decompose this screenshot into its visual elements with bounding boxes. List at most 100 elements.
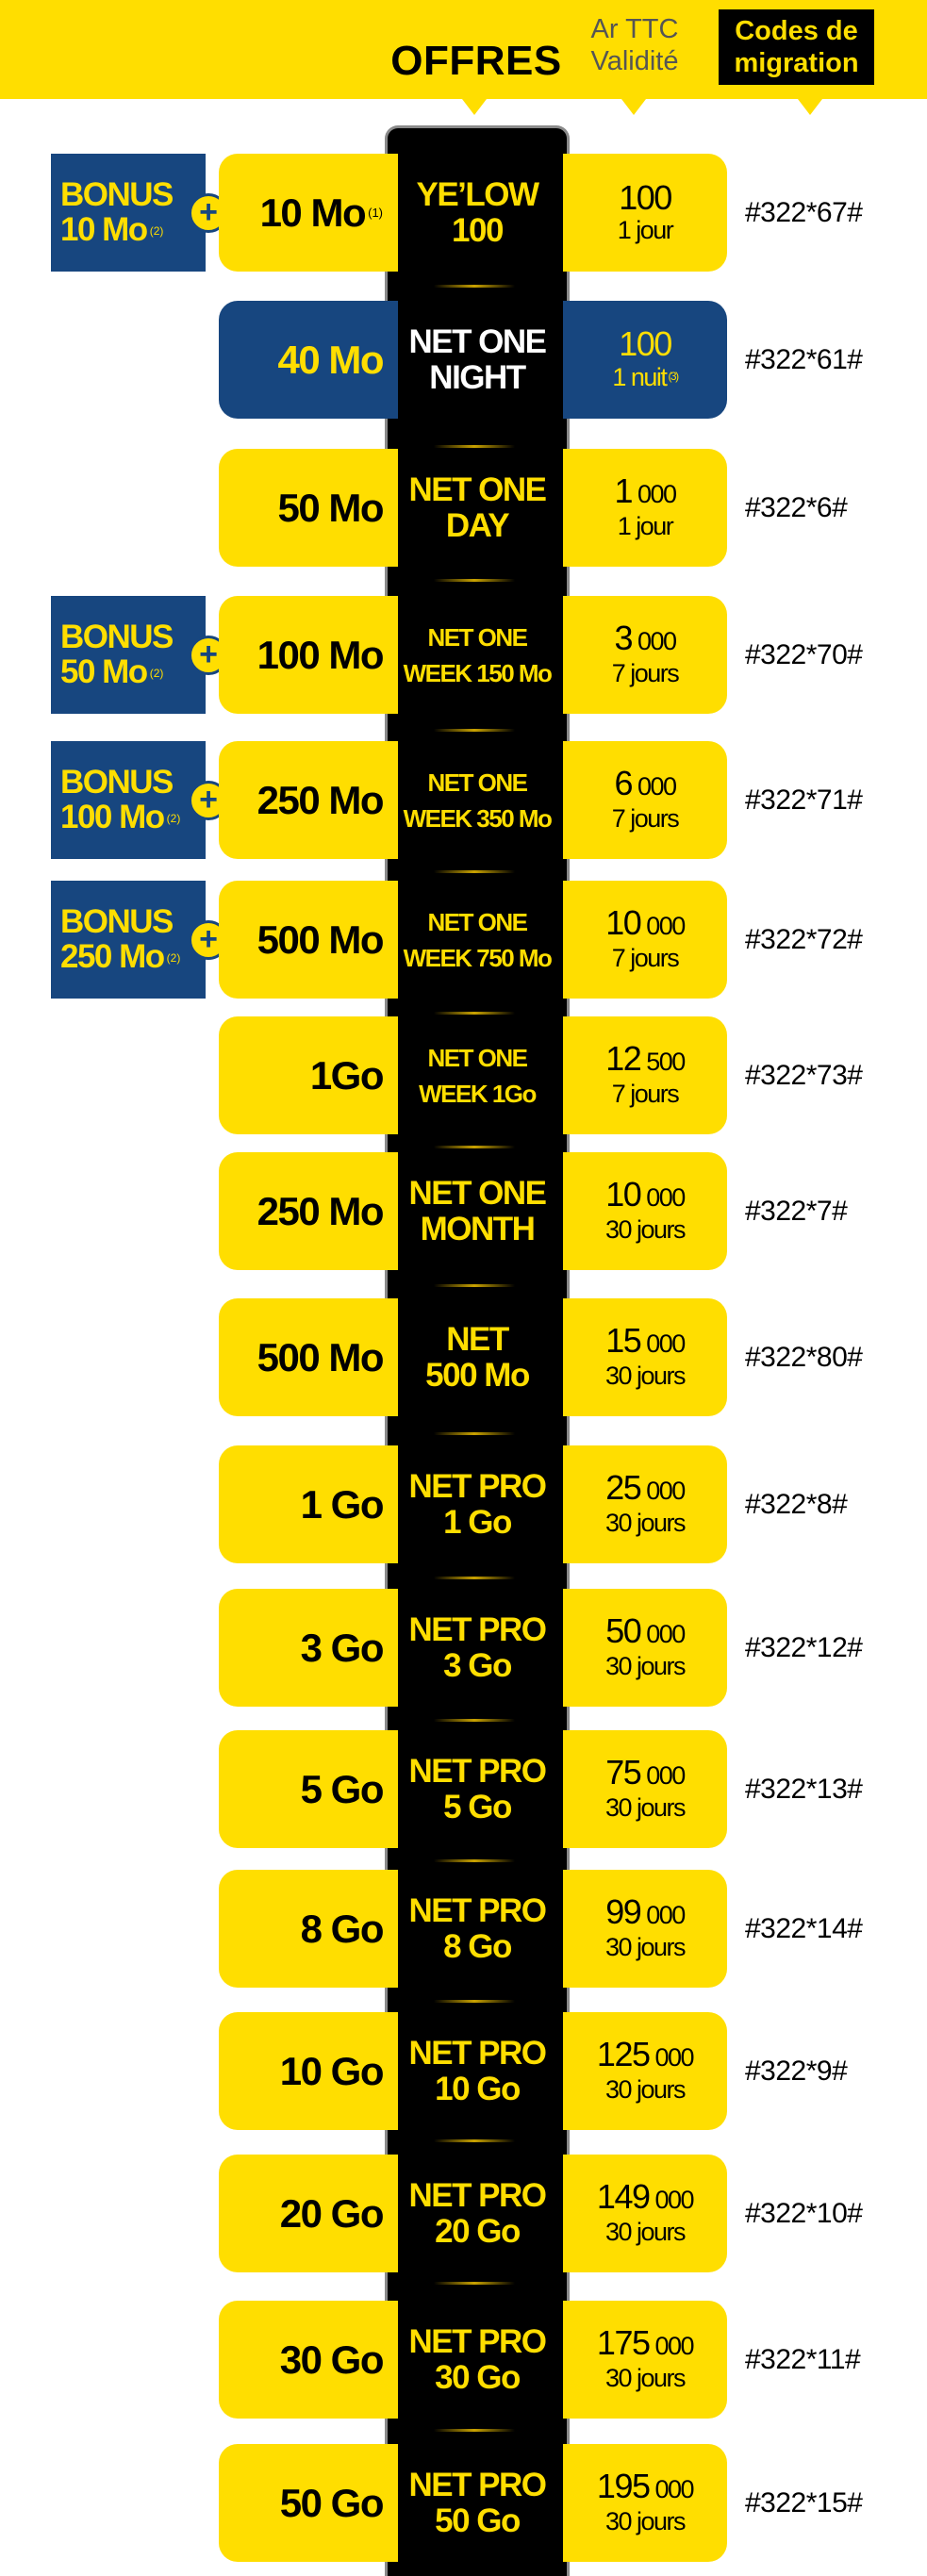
offer-volume-value: 250 Mo	[257, 777, 385, 822]
offer-price-main: 175	[596, 2323, 651, 2362]
offer-name: NET ONE MONTH	[388, 1152, 567, 1270]
offer-price-main: 10	[605, 903, 642, 942]
offer-validity: 1 nuit (3)	[612, 361, 679, 392]
offer-row[interactable]: 250 Mo NET ONE MONTH 10 000 30 jours #322*7#	[0, 1152, 927, 1270]
offer-name-line1: NET PRO	[408, 1752, 547, 1790]
offer-volume-value: 8 Go	[300, 1906, 385, 1951]
offer-price: 175 000 30 jours	[563, 2301, 727, 2419]
offer-name-line1: NET PRO	[408, 2176, 547, 2214]
offer-price-amount: 125 000	[597, 2038, 695, 2074]
offer-volume: 100 Mo	[219, 596, 398, 714]
offer-validity-value: 30 jours	[604, 2218, 687, 2246]
offer-price: 10 000 7 jours	[563, 881, 727, 999]
bonus-amount-line: 10 Mo (2)	[60, 212, 206, 249]
offer-validity-value: 7 jours	[611, 659, 680, 687]
migration-code: #322*67#	[745, 196, 863, 228]
offer-volume-note: (1)	[368, 206, 383, 220]
offer-name: NET PRO 10 Go	[388, 2012, 567, 2130]
offer-price-amount: 100	[619, 180, 672, 215]
migration-code: #322*9#	[745, 2055, 848, 2087]
offer-price-amount: 75 000	[605, 1756, 686, 1792]
offer-row[interactable]: 50 Mo NET ONE DAY 1 000 1 jour #322*6#	[0, 449, 927, 567]
offer-price-thousands: 000	[631, 772, 677, 801]
offer-row[interactable]: 500 Mo NET 500 Mo 15 000 30 jours #322*80#	[0, 1298, 927, 1416]
codes-heading-line2: migration	[734, 48, 859, 78]
bonus-badge: BONUS 250 Mo (2)	[51, 881, 206, 999]
offer-row[interactable]: BONUS 10 Mo (2) +10 Mo (1) YE’LOW 100 100 1 jour…	[0, 154, 927, 272]
offer-price-amount: 25 000	[605, 1471, 686, 1508]
offer-volume-value: 50 Mo	[277, 485, 384, 530]
offer-price-main: 99	[605, 1892, 642, 1931]
offer-volume-value: 10 Go	[279, 2048, 385, 2093]
offer-volume-value: 10 Mo	[259, 190, 367, 235]
offer-row[interactable]: 30 Go NET PRO 30 Go 175 000 30 jours #322*11#	[0, 2301, 927, 2419]
row-separator	[434, 1719, 515, 1722]
offer-validity-value: 1 jour	[617, 215, 674, 244]
offer-row[interactable]: 50 Go NET PRO 50 Go 195 000 30 jours #322*15#	[0, 2444, 927, 2562]
offer-name-line2: 500 Mo	[425, 1356, 530, 1394]
migration-code: #322*72#	[745, 923, 863, 955]
offer-name-line2: WEEK 150 Mo	[403, 658, 553, 687]
bonus-amount-line: 250 Mo (2)	[60, 939, 206, 976]
offer-price: 99 000 30 jours	[563, 1870, 727, 1988]
migration-code: #322*70#	[745, 638, 863, 670]
offer-validity: 30 jours	[605, 2363, 687, 2393]
row-separator	[434, 285, 515, 288]
offer-name-line1: NET ONE	[427, 768, 528, 797]
offer-price-main: 15	[605, 1321, 642, 1360]
row-separator	[434, 870, 515, 873]
bonus-note: (2)	[149, 223, 164, 238]
offer-validity-value: 30 jours	[604, 1652, 687, 1680]
offer-volume-value: 100 Mo	[257, 632, 385, 677]
offer-name-line1: NET ONE	[408, 471, 547, 508]
row-separator	[434, 579, 515, 582]
offer-row[interactable]: 1 Go NET PRO 1 Go 25 000 30 jours #322*8#	[0, 1445, 927, 1563]
offer-row[interactable]: 20 Go NET PRO 20 Go 149 000 30 jours #322*10#	[0, 2155, 927, 2272]
offer-name: NET PRO 5 Go	[388, 1730, 567, 1848]
offer-volume: 40 Mo	[219, 301, 398, 419]
offer-name: NET PRO 1 Go	[388, 1445, 567, 1563]
offer-name: NET PRO 8 Go	[388, 1870, 567, 1988]
offer-row[interactable]: 40 Mo NET ONE NIGHT 100 1 nuit (3) #322*61#	[0, 301, 927, 419]
bonus-note: (2)	[166, 811, 181, 825]
offer-name-line2: WEEK 750 Mo	[403, 943, 553, 972]
migration-code: #322*12#	[745, 1631, 863, 1663]
offer-volume-value: 40 Mo	[277, 337, 384, 382]
bonus-badge: BONUS 10 Mo (2)	[51, 154, 206, 272]
offer-price-amount: 50 000	[605, 1614, 686, 1651]
offers-heading: OFFRES	[390, 38, 562, 84]
offer-price: 15 000 30 jours	[563, 1298, 727, 1416]
row-separator	[434, 729, 515, 732]
offer-row[interactable]: BONUS 250 Mo (2) +500 Mo NET ONE WEEK 750 Mo 1…	[0, 881, 927, 999]
offer-name-line1: NET ONE	[427, 907, 528, 936]
offer-validity-value: 30 jours	[604, 1933, 687, 1961]
bonus-badge: BONUS 50 Mo (2)	[51, 596, 206, 714]
offer-price-thousands: 000	[640, 1183, 686, 1212]
migration-code: #322*10#	[745, 2197, 863, 2229]
offer-price-main: 12	[605, 1039, 642, 1078]
bonus-amount: 50 Mo	[60, 652, 148, 690]
offer-name-line1: NET ONE	[408, 1174, 547, 1212]
offer-price: 125 000 30 jours	[563, 2012, 727, 2130]
offer-name-line2: 8 Go	[443, 1927, 512, 1965]
row-separator	[434, 445, 515, 448]
offer-row[interactable]: BONUS 100 Mo (2) +250 Mo NET ONE WEEK 350 Mo 6…	[0, 741, 927, 859]
offer-validity-value: 30 jours	[604, 2075, 687, 2104]
offer-validity-value: 7 jours	[611, 944, 680, 972]
offer-row[interactable]: BONUS 50 Mo (2) +100 Mo NET ONE WEEK 150 Mo 3 …	[0, 596, 927, 714]
row-separator	[434, 1432, 515, 1435]
bonus-amount-line: 50 Mo (2)	[60, 654, 206, 691]
offer-row[interactable]: 1Go NET ONE WEEK 1Go 12 500 7 jours #322*73#	[0, 1016, 927, 1134]
offer-row[interactable]: 3 Go NET PRO 3 Go 50 000 30 jours #322*12#	[0, 1589, 927, 1707]
offer-row[interactable]: 5 Go NET PRO 5 Go 75 000 30 jours #322*13#	[0, 1730, 927, 1848]
offer-row[interactable]: 8 Go NET PRO 8 Go 99 000 30 jours #322*14#	[0, 1870, 927, 1988]
offer-price-amount: 3 000	[614, 621, 677, 658]
migration-codes-heading: Codes de migration	[719, 9, 874, 85]
offer-validity: 30 jours	[605, 1361, 687, 1391]
offer-name-line2: 50 Go	[435, 2502, 521, 2539]
offer-price-main: 100	[619, 324, 672, 363]
bonus-amount: 250 Mo	[60, 937, 165, 975]
offer-name-line2: 30 Go	[435, 2358, 521, 2396]
offer-name: NET 500 Mo	[388, 1298, 567, 1416]
offer-row[interactable]: 10 Go NET PRO 10 Go 125 000 30 jours #322*9#	[0, 2012, 927, 2130]
